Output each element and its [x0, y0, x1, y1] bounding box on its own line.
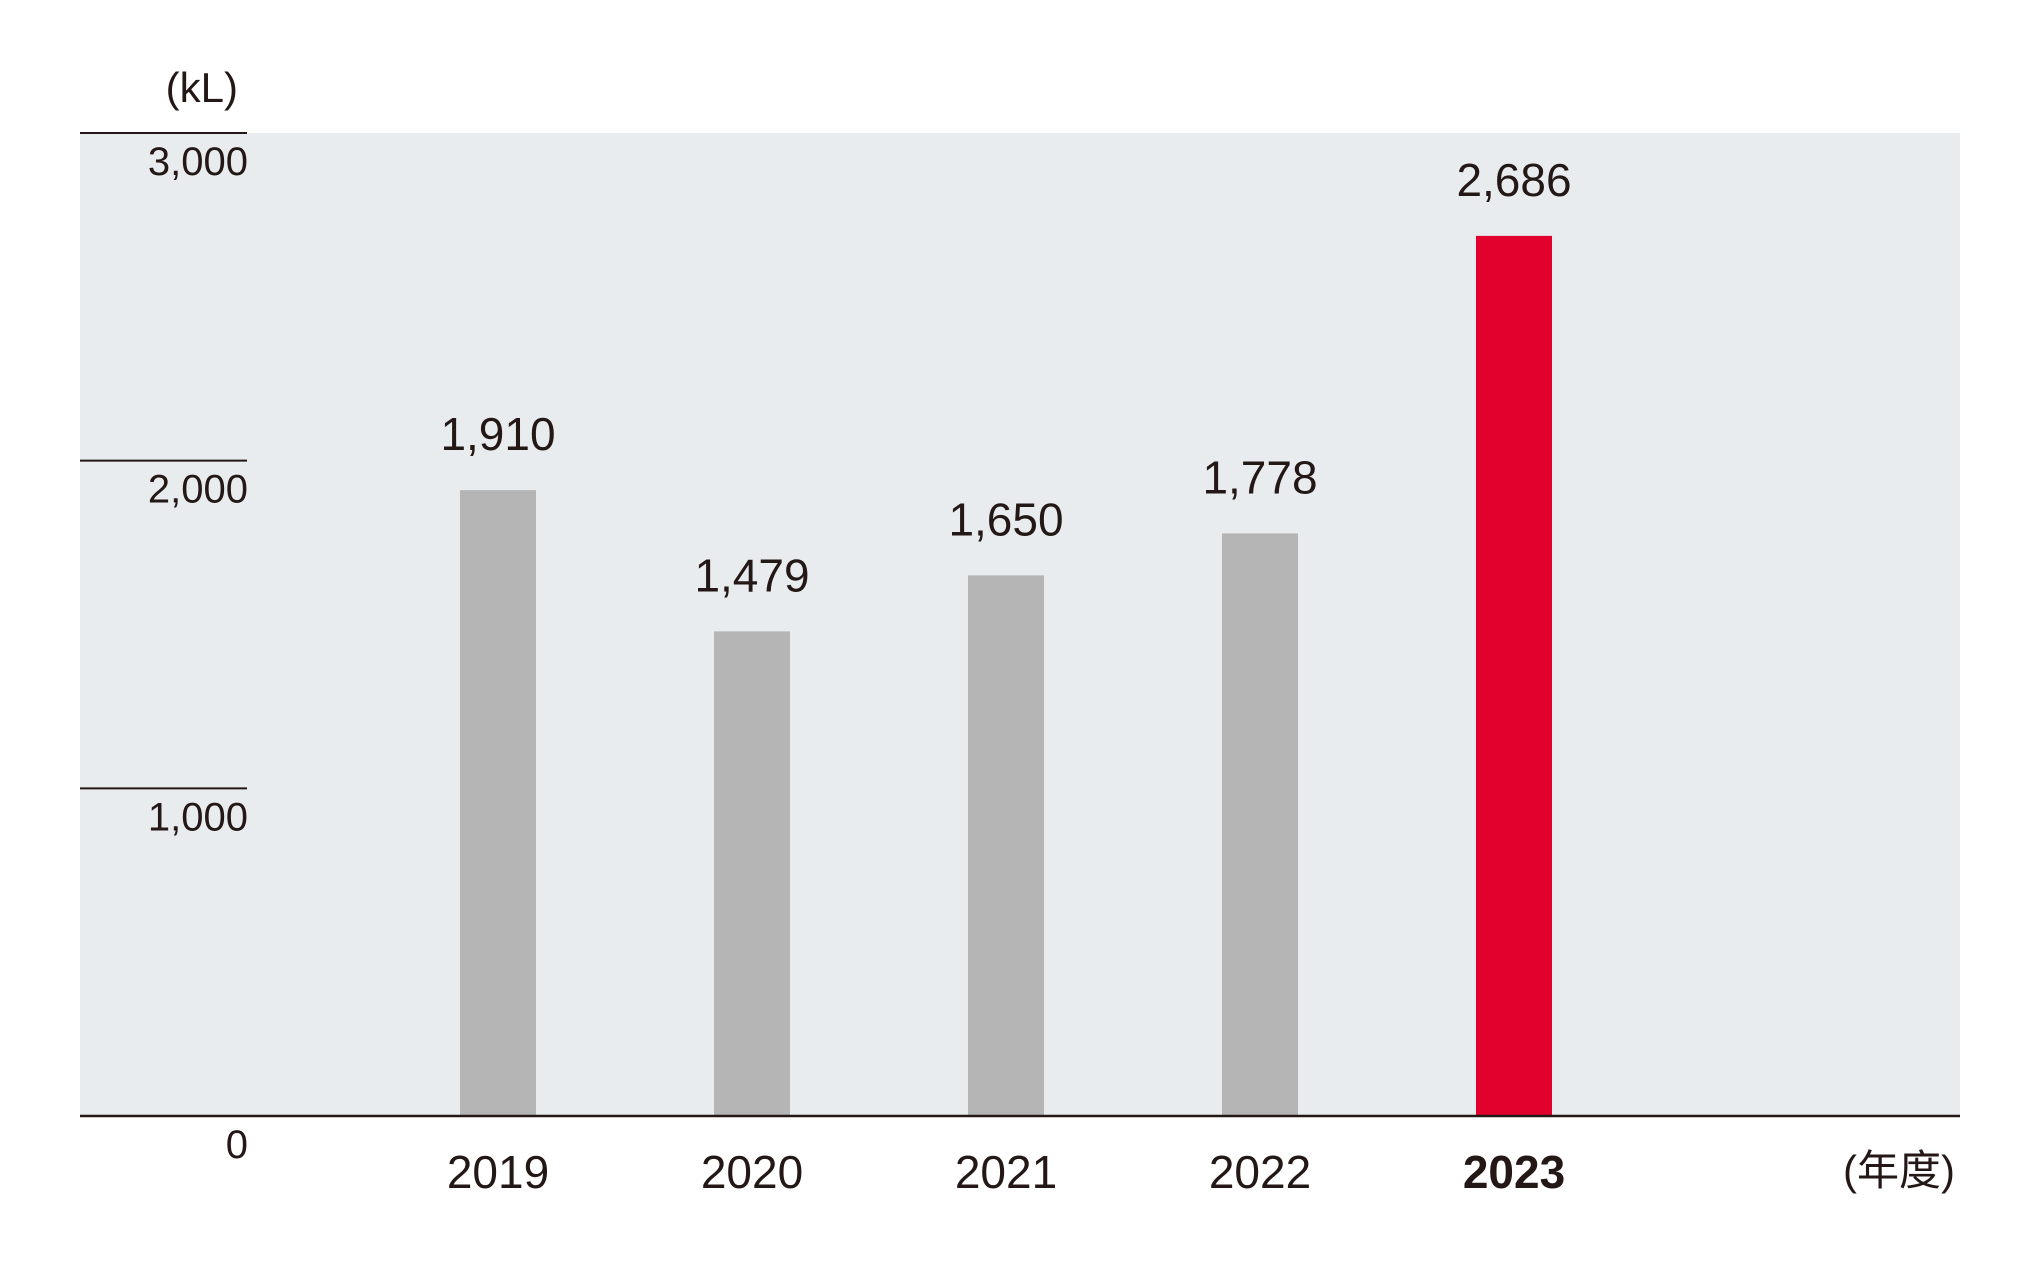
bar-2021 — [968, 575, 1044, 1116]
bar-2019 — [460, 490, 536, 1116]
labels: 1,910 2019 1,479 2020 1,650 2021 1,778 2022 2,68… — [440, 154, 1571, 1198]
y-tick-label: 0 — [226, 1123, 248, 1167]
data-label: 1,910 — [440, 408, 555, 460]
data-label: 1,479 — [694, 549, 809, 601]
x-tick-label: 2019 — [447, 1146, 549, 1198]
x-tick-label: 2022 — [1209, 1146, 1311, 1198]
data-label: 1,778 — [1202, 451, 1317, 503]
x-tick-label: 2021 — [955, 1146, 1057, 1198]
bar-2023 — [1476, 235, 1552, 1116]
x-tick-label: 2020 — [701, 1146, 803, 1198]
y-tick-label: 1,000 — [148, 795, 248, 839]
y-tick-label: 2,000 — [148, 468, 248, 512]
y-tick-label: 3,000 — [148, 140, 248, 184]
x-tick-label: 2023 — [1463, 1146, 1565, 1198]
y-axis-unit: (kL) — [166, 64, 238, 111]
bars — [460, 235, 1552, 1116]
data-label: 2,686 — [1456, 154, 1571, 206]
bar-2020 — [714, 631, 790, 1116]
y-axis: 0 1,000 2,000 3,000 — [80, 132, 248, 1167]
x-axis-unit: (年度) — [1843, 1147, 1955, 1194]
bar-2022 — [1222, 533, 1298, 1116]
data-label: 1,650 — [948, 493, 1063, 545]
